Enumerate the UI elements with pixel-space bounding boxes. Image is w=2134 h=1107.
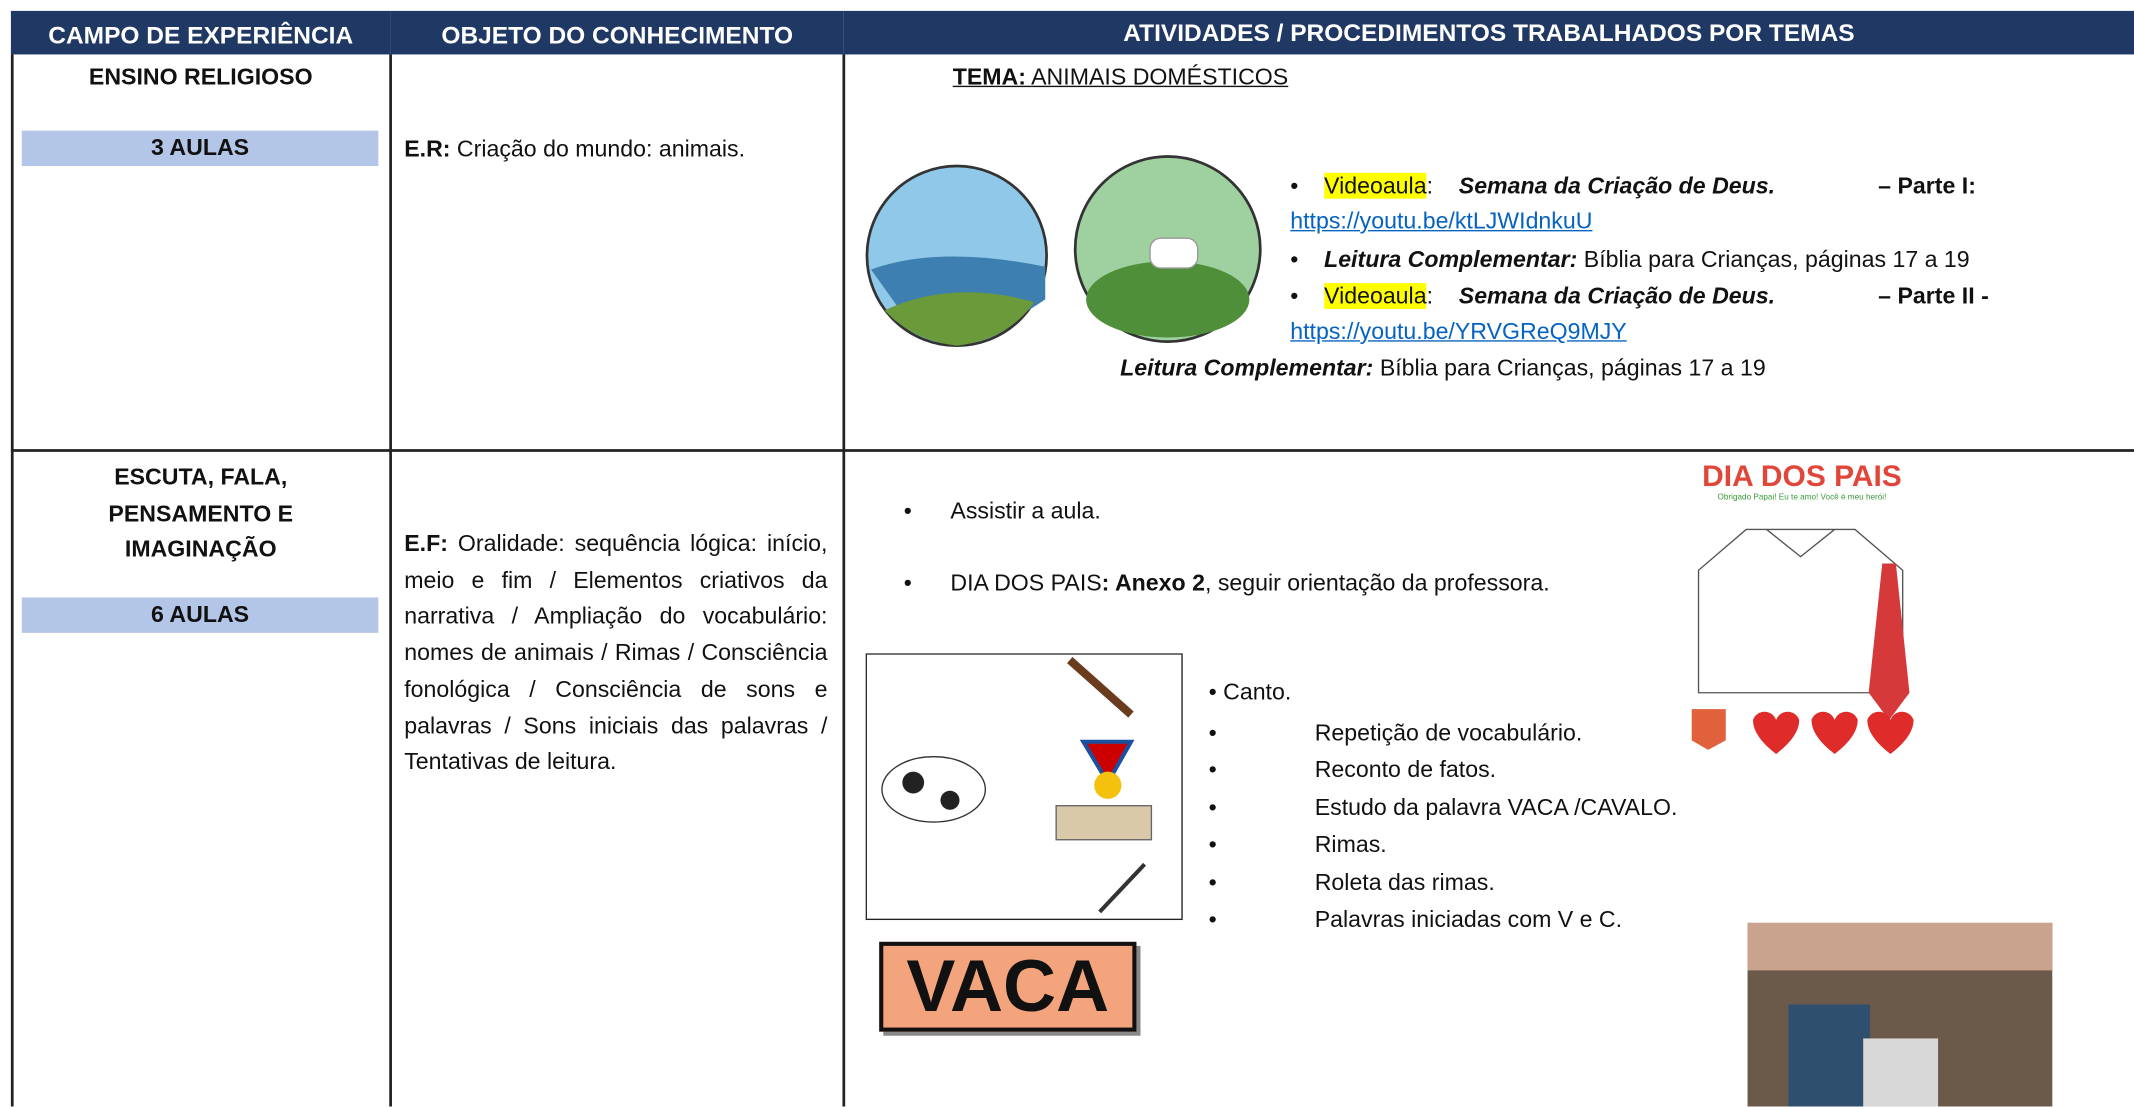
- tema-text: ANIMAIS DOMÉSTICOS: [1031, 63, 1289, 90]
- campo: ESCUTA, FALA, PENSAMENTO E IMAGINAÇÃO: [108, 464, 294, 563]
- milking-photo: [1747, 922, 2053, 1107]
- activity-line: • Canto.: [1208, 679, 1292, 705]
- knife: [1067, 657, 1134, 718]
- activity-line: • Rimas.: [1208, 831, 1387, 858]
- video-title: Semana da Criação de Deus.: [1458, 283, 1776, 309]
- border: [10, 54, 13, 1107]
- border: [842, 54, 845, 1107]
- reading-label: Leitura Complementar:: [1324, 246, 1578, 273]
- tema-label: TEMA:: [952, 63, 1026, 90]
- person: [1788, 1004, 1871, 1107]
- pocket: [1691, 709, 1726, 750]
- tema: TEMA: ANIMAIS DOMÉSTICOS: [953, 64, 1289, 91]
- needle: [1098, 862, 1147, 914]
- objeto: E.R: Criação do mundo: animais.: [404, 136, 745, 163]
- udder: [1747, 922, 2053, 971]
- header-cell: CAMPO DE EXPERIÊNCIA: [10, 10, 391, 55]
- activity-line: • Estudo da palavra VACA /CAVALO.: [1208, 794, 1678, 821]
- tie: [1868, 563, 1910, 720]
- cow-spot: [902, 771, 925, 794]
- part: – Parte I:: [1878, 172, 1976, 199]
- activity-line: • Videoaula: Semana da Criação de Deus.: [1290, 283, 1776, 309]
- aulas: 6 AULAS: [21, 597, 379, 633]
- illustration: [865, 155, 1262, 348]
- activity-text: Assistir a aula.: [950, 498, 1101, 524]
- activity-text: Roleta das rimas.: [1314, 869, 1495, 895]
- activity-line: • Repetição de vocabulário.: [1208, 719, 1583, 746]
- bucket: [1863, 1038, 1939, 1107]
- objeto: E.F: Oralidade: sequência lógica: início…: [404, 527, 827, 781]
- activity-text: Reconto de fatos.: [1314, 757, 1497, 784]
- annex: : Anexo 2: [1101, 570, 1205, 597]
- part: – Parte II -: [1878, 283, 1989, 309]
- border: [389, 54, 392, 1107]
- reading-text: Bíblia para Crianças, páginas 17 a 19: [1379, 355, 1766, 382]
- reading-label: Leitura Complementar:: [1120, 355, 1374, 382]
- objeto-prefix: E.F:: [404, 530, 448, 557]
- activity-text: Estudo da palavra VACA /CAVALO.: [1314, 794, 1678, 821]
- activity-line: • Assistir a aula.: [903, 498, 1101, 524]
- header-text: OBJETO DO CONHECIMENTO: [441, 21, 794, 49]
- header-cell: OBJETO DO CONHECIMENTO: [390, 10, 844, 55]
- medal-ribbon: [1079, 739, 1135, 787]
- activity-text: Repetição de vocabulário.: [1314, 719, 1583, 746]
- activity-text: Rimas.: [1314, 831, 1387, 858]
- header-text: CAMPO DE EXPERIÊNCIA: [48, 21, 354, 49]
- horse: [1149, 237, 1199, 269]
- objeto-text: Oralidade: sequência lógica: início, mei…: [404, 530, 828, 775]
- activity-line: • Reconto de fatos.: [1208, 757, 1497, 784]
- card-title: DIA DOS PAIS: [1702, 458, 1902, 493]
- reading-text: Bíblia para Crianças, páginas 17 a 19: [1583, 246, 1970, 273]
- objeto-text: Criação do mundo: animais.: [456, 136, 746, 162]
- link[interactable]: https://youtu.be/YRVGReQ9MJY: [1290, 318, 1627, 345]
- activity-line: • Leitura Complementar: Bíblia para Cria…: [1290, 246, 1970, 273]
- bed: [1055, 805, 1153, 841]
- grass: [1086, 261, 1250, 338]
- activity-text: Canto.: [1223, 679, 1292, 705]
- highlight: Videoaula: [1324, 283, 1427, 309]
- activity-line: • Videoaula: Semana da Criação de Deus.: [1290, 172, 1776, 199]
- heart: [1811, 711, 1858, 754]
- header-text: ATIVIDADES / PROCEDIMENTOS TRABALHADOS P…: [1123, 19, 1855, 47]
- activity-text: DIA DOS PAIS: [950, 570, 1102, 597]
- campo: ENSINO RELIGIOSO: [88, 63, 313, 90]
- card-art: [1691, 528, 1914, 754]
- highlight: Videoaula: [1324, 172, 1427, 199]
- heart: [1752, 711, 1800, 754]
- cow-spot: [940, 790, 960, 810]
- aulas: 3 AULAS: [21, 130, 379, 167]
- border: [10, 449, 2134, 452]
- dia-dos-pais-card: DIA DOS PAIS Obrigado Papai! Eu te amo! …: [1684, 453, 1920, 776]
- cow: [881, 756, 987, 823]
- card-subtitle: Obrigado Papai! Eu te amo! Você é meu he…: [1717, 494, 1887, 503]
- activity-line: • DIA DOS PAIS: Anexo 2, seguir orientaç…: [903, 570, 1550, 597]
- picture-box: [865, 653, 1183, 921]
- collar: [1766, 528, 1836, 558]
- activity-line: Leitura Complementar: Bíblia para Crianç…: [1120, 355, 1766, 382]
- activity-line: • Roleta das rimas.: [1208, 869, 1495, 895]
- sep: :: [1426, 172, 1434, 199]
- medal: [1094, 771, 1122, 799]
- land: [884, 292, 1035, 346]
- activity-text: , seguir orientação da professora.: [1204, 570, 1550, 597]
- link[interactable]: https://youtu.be/ktLJWIdnkuU: [1290, 208, 1593, 235]
- activity-line: • Palavras iniciadas com V e C.: [1208, 906, 1623, 933]
- sep: :: [1426, 283, 1434, 309]
- objeto-prefix: E.R:: [404, 136, 451, 162]
- video-title: Semana da Criação de Deus.: [1458, 172, 1776, 199]
- header-cell: ATIVIDADES / PROCEDIMENTOS TRABALHADOS P…: [843, 10, 2134, 55]
- vaca-card: VACA: [879, 941, 1137, 1032]
- activity-text: Palavras iniciadas com V e C.: [1314, 906, 1623, 933]
- heart: [1867, 711, 1914, 754]
